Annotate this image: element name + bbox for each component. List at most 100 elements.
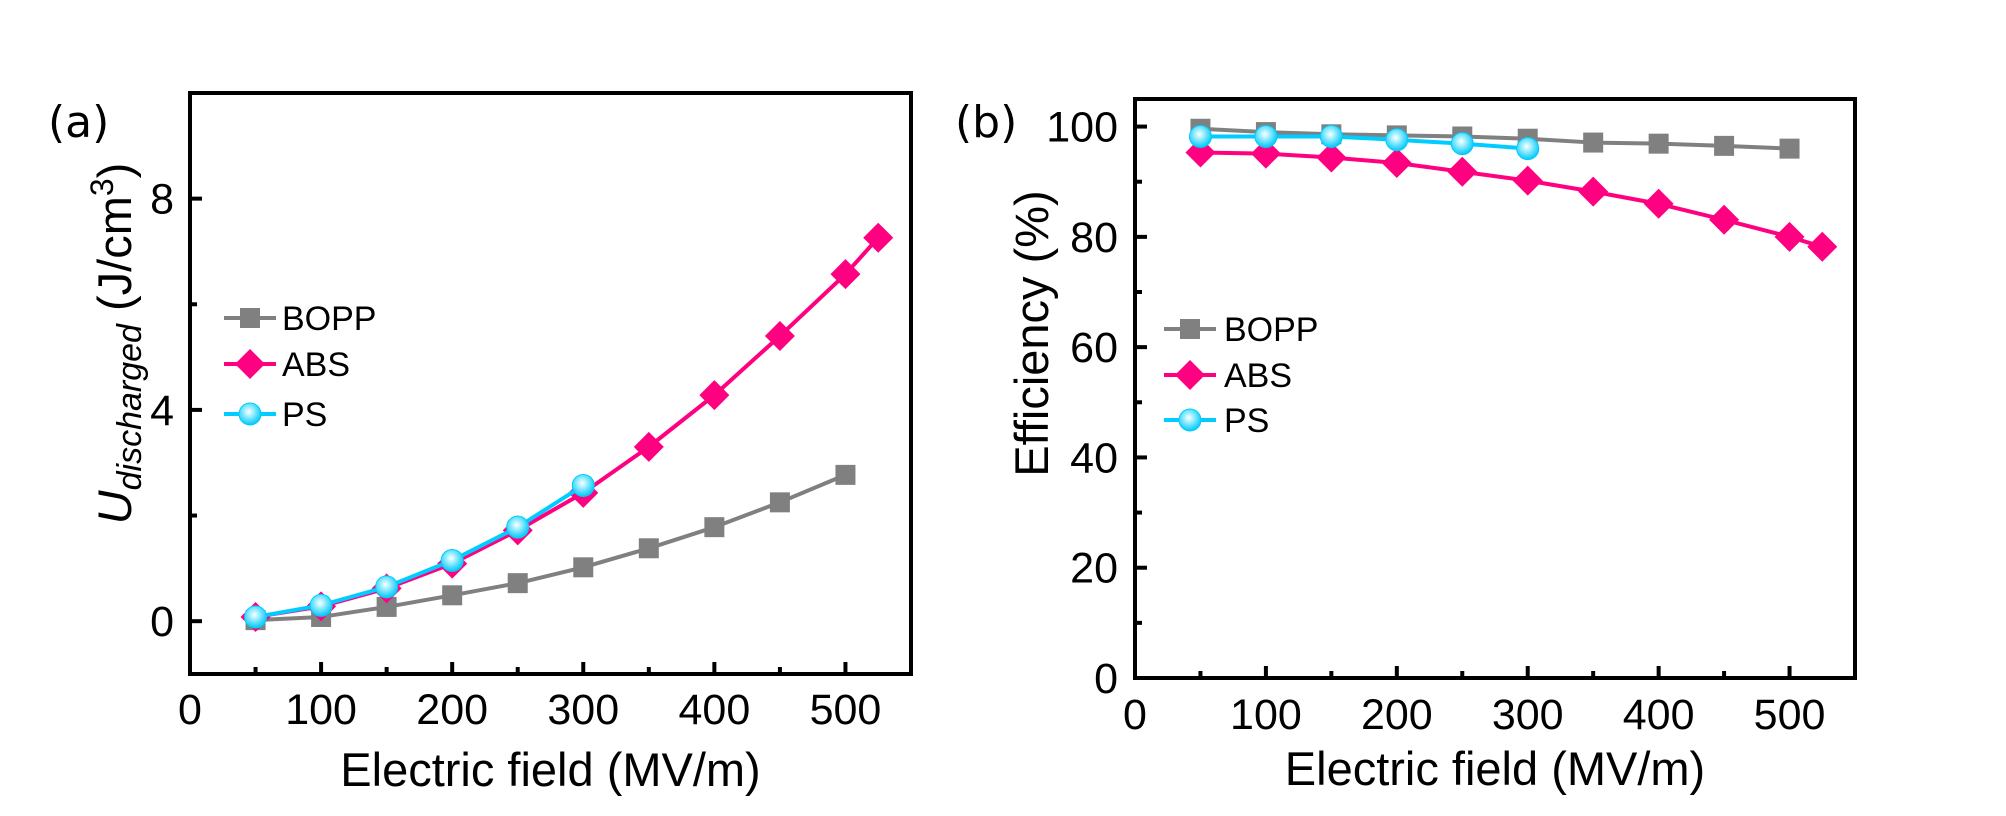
x-tick-label: 200 [1361, 691, 1433, 739]
y-axis-title-subscript: discharged [111, 323, 149, 490]
data-point-bopp [1583, 132, 1604, 153]
legend-item-abs: ABS [1164, 357, 1292, 395]
data-point-ps [1385, 128, 1409, 152]
legend-marker-abs [235, 349, 265, 379]
plot-frame-b [1133, 97, 1857, 680]
data-point-bopp [442, 585, 463, 606]
data-point-ps [1516, 137, 1540, 161]
series-bopp [245, 464, 856, 631]
legend-label: PS [282, 396, 327, 434]
legend-label: BOPP [282, 300, 376, 338]
x-tick-label: 500 [810, 686, 882, 734]
plot-frame-a [188, 91, 913, 676]
legend-item-bopp: BOPP [1164, 311, 1318, 349]
legend-label: ABS [282, 346, 350, 384]
y-axis-title-b: Efficiency (%) [1005, 190, 1058, 476]
series-line-ps [255, 483, 585, 619]
data-point-bopp [1779, 138, 1800, 159]
series-abs [1185, 137, 1838, 262]
data-point-bopp [1648, 133, 1669, 154]
data-point-bopp [507, 573, 528, 594]
data-point-abs [1250, 138, 1281, 169]
legend-item-ps: PS [1164, 402, 1269, 440]
data-point-ps [1319, 124, 1343, 148]
data-point-abs [699, 380, 730, 411]
data-point-ps [375, 575, 399, 599]
x-tick-label: 0 [1123, 691, 1147, 739]
data-point-bopp [638, 538, 659, 559]
data-point-ps [1450, 132, 1474, 156]
legend-label: ABS [1224, 357, 1292, 395]
data-point-ps [1188, 124, 1212, 148]
data-point-bopp [769, 492, 790, 513]
x-tick-label: 100 [285, 686, 357, 734]
data-point-abs [1709, 204, 1740, 235]
data-point-ps [244, 605, 268, 629]
data-point-bopp [1714, 135, 1735, 156]
y-tick-label: 20 [1070, 545, 1118, 593]
legend-label: BOPP [1224, 311, 1318, 349]
data-point-abs [1316, 142, 1347, 173]
panel-label-a: (a) [48, 97, 109, 148]
x-tick-label: 100 [1230, 691, 1302, 739]
legend-marker-bopp [1180, 319, 1200, 339]
y-tick-label: 40 [1070, 434, 1118, 482]
series-layer-b [1185, 118, 1838, 262]
y-tick-label: 0 [1094, 655, 1118, 703]
data-point-ps [506, 515, 530, 539]
x-tick-label: 400 [1623, 691, 1695, 739]
y-axis-title-a: Udischarged (J/cm3) [84, 163, 149, 525]
data-point-abs [1512, 165, 1543, 196]
series-ps [244, 473, 595, 629]
legend-item-bopp: BOPP [224, 300, 376, 338]
data-point-abs [830, 259, 861, 290]
legend-item-ps: PS [224, 396, 327, 434]
data-point-bopp [573, 557, 594, 578]
x-tick-label: 300 [547, 686, 619, 734]
data-point-abs [1447, 156, 1478, 187]
legend-label: PS [1224, 402, 1269, 440]
series-line-abs [255, 236, 880, 619]
x-axis-title-a: Electric field (MV/m) [340, 743, 760, 796]
data-point-abs [633, 431, 664, 462]
data-point-abs [1807, 231, 1838, 262]
series-ps [1188, 124, 1540, 161]
legend-b: BOPP ABS PS [1164, 311, 1318, 440]
y-axis-title-main: U [88, 489, 141, 524]
axis-ticks-b: 0 100 200 300 400 500 0 20 40 60 80 100 [1046, 104, 1825, 739]
panel-label-b: (b) [955, 97, 1017, 148]
y-tick-label: 100 [1046, 104, 1118, 152]
panel-a: (a) 0 100 200 300 400 500 0 4 8 BOPP ABS PS Electr… [48, 91, 913, 796]
x-tick-label: 500 [1754, 691, 1826, 739]
data-point-ps [571, 473, 595, 497]
data-point-abs [1774, 221, 1805, 252]
y-tick-label: 8 [150, 176, 174, 224]
y-tick-label: 0 [150, 598, 174, 646]
data-point-bopp [376, 596, 397, 617]
axis-ticks-a: 0 100 200 300 400 500 0 4 8 [150, 176, 881, 734]
data-point-ps [1254, 124, 1278, 148]
legend-marker-ps [1178, 408, 1202, 432]
legend-marker-abs [1175, 360, 1205, 390]
data-point-abs [1643, 188, 1674, 219]
x-tick-label: 0 [178, 686, 202, 734]
data-point-abs [764, 320, 795, 351]
y-tick-label: 60 [1070, 324, 1118, 372]
x-axis-title-b: Electric field (MV/m) [1285, 742, 1705, 795]
x-tick-label: 200 [416, 686, 488, 734]
y-axis-title-close: ) [88, 163, 141, 179]
x-tick-label: 300 [1492, 691, 1564, 739]
data-point-bopp [835, 464, 856, 485]
y-tick-label: 80 [1070, 214, 1118, 262]
y-axis-title-unit: (J/cm [88, 196, 141, 324]
data-point-abs [1578, 176, 1609, 207]
data-point-abs [1381, 147, 1412, 178]
y-tick-label: 4 [150, 387, 174, 435]
legend-marker-bopp [240, 308, 260, 328]
legend-item-abs: ABS [224, 346, 350, 384]
y-axis-title-superscript: 3 [84, 178, 120, 196]
series-line-bopp [255, 473, 847, 623]
data-point-bopp [704, 517, 725, 538]
data-point-abs [863, 222, 894, 253]
